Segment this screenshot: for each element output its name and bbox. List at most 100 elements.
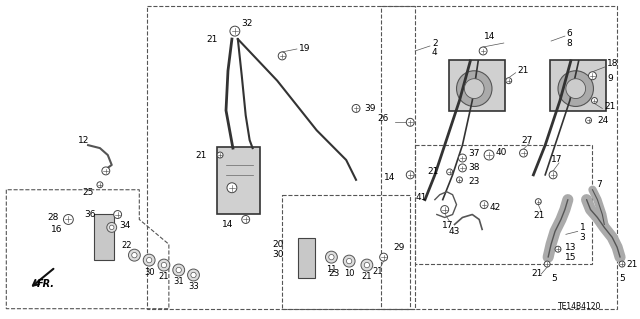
Circle shape bbox=[158, 259, 170, 271]
Circle shape bbox=[63, 214, 74, 225]
Text: 20: 20 bbox=[273, 240, 284, 249]
Text: 14: 14 bbox=[384, 173, 396, 182]
Text: 12: 12 bbox=[78, 136, 90, 145]
Text: 21: 21 bbox=[372, 266, 383, 276]
Circle shape bbox=[458, 164, 467, 172]
Circle shape bbox=[176, 267, 181, 273]
Text: 31: 31 bbox=[173, 278, 184, 286]
Text: 23: 23 bbox=[329, 270, 340, 278]
Circle shape bbox=[380, 253, 388, 261]
Text: 21: 21 bbox=[531, 270, 543, 278]
Circle shape bbox=[173, 264, 184, 276]
Text: 4: 4 bbox=[432, 48, 438, 57]
Text: 36: 36 bbox=[84, 210, 95, 219]
Circle shape bbox=[591, 98, 597, 103]
Text: 21: 21 bbox=[533, 211, 545, 220]
Circle shape bbox=[143, 254, 155, 266]
Text: 2: 2 bbox=[432, 39, 438, 48]
Circle shape bbox=[97, 182, 103, 188]
Circle shape bbox=[458, 154, 467, 162]
Text: 32: 32 bbox=[242, 19, 253, 28]
Text: 17: 17 bbox=[551, 155, 563, 165]
Circle shape bbox=[129, 249, 140, 261]
Text: 10: 10 bbox=[344, 269, 355, 278]
Text: 26: 26 bbox=[378, 114, 389, 123]
Circle shape bbox=[107, 222, 116, 232]
Text: 14: 14 bbox=[221, 220, 233, 229]
Text: TE14B4120: TE14B4120 bbox=[558, 302, 602, 311]
Text: 39: 39 bbox=[364, 104, 376, 113]
Bar bbox=[381, 6, 617, 309]
Circle shape bbox=[520, 149, 527, 157]
Text: 11: 11 bbox=[326, 264, 337, 273]
Circle shape bbox=[352, 105, 360, 112]
FancyBboxPatch shape bbox=[550, 60, 606, 111]
Text: 15: 15 bbox=[565, 253, 577, 262]
Text: 13: 13 bbox=[565, 243, 577, 252]
Circle shape bbox=[586, 117, 591, 123]
Text: 21: 21 bbox=[518, 66, 529, 75]
Text: 42: 42 bbox=[490, 203, 501, 212]
Text: 21: 21 bbox=[159, 272, 169, 281]
Circle shape bbox=[506, 78, 512, 84]
Circle shape bbox=[619, 261, 625, 267]
Text: 23: 23 bbox=[468, 177, 480, 186]
Text: 17: 17 bbox=[442, 221, 453, 230]
Circle shape bbox=[456, 177, 463, 183]
Text: 18: 18 bbox=[607, 59, 619, 68]
Circle shape bbox=[456, 71, 492, 107]
Text: 33: 33 bbox=[188, 282, 199, 291]
Text: 3: 3 bbox=[580, 233, 586, 242]
Text: 5: 5 bbox=[551, 274, 557, 284]
Circle shape bbox=[549, 171, 557, 179]
Circle shape bbox=[329, 255, 334, 260]
Circle shape bbox=[102, 167, 109, 175]
Circle shape bbox=[535, 199, 541, 204]
Circle shape bbox=[188, 269, 200, 281]
Circle shape bbox=[343, 255, 355, 267]
Circle shape bbox=[484, 150, 494, 160]
Text: 27: 27 bbox=[522, 136, 533, 145]
Text: 25: 25 bbox=[82, 188, 93, 197]
Circle shape bbox=[326, 251, 337, 263]
FancyBboxPatch shape bbox=[94, 213, 114, 260]
Bar bbox=[415, 145, 593, 264]
Circle shape bbox=[132, 252, 137, 258]
Text: 29: 29 bbox=[394, 243, 405, 252]
Circle shape bbox=[364, 263, 369, 268]
Text: 37: 37 bbox=[468, 149, 480, 158]
Text: 34: 34 bbox=[120, 221, 131, 230]
Circle shape bbox=[555, 246, 561, 252]
Circle shape bbox=[566, 79, 586, 99]
Text: 24: 24 bbox=[597, 116, 609, 125]
Text: 14: 14 bbox=[484, 32, 495, 41]
FancyBboxPatch shape bbox=[217, 147, 260, 213]
Circle shape bbox=[242, 216, 250, 223]
Text: 16: 16 bbox=[51, 225, 63, 234]
Text: 40: 40 bbox=[496, 148, 508, 157]
Circle shape bbox=[147, 257, 152, 263]
Circle shape bbox=[217, 152, 223, 158]
Text: 30: 30 bbox=[273, 250, 284, 259]
Text: 9: 9 bbox=[607, 74, 613, 83]
Circle shape bbox=[447, 169, 452, 175]
Text: 19: 19 bbox=[299, 44, 310, 54]
Circle shape bbox=[406, 118, 414, 126]
Circle shape bbox=[230, 26, 240, 36]
Bar bbox=[282, 195, 410, 309]
Circle shape bbox=[227, 183, 237, 193]
Text: 43: 43 bbox=[449, 227, 460, 236]
Circle shape bbox=[161, 263, 166, 268]
Text: 7: 7 bbox=[596, 180, 602, 189]
Circle shape bbox=[191, 272, 196, 278]
Circle shape bbox=[589, 72, 596, 80]
Text: 21: 21 bbox=[207, 34, 218, 44]
Circle shape bbox=[406, 171, 414, 179]
Circle shape bbox=[346, 258, 352, 264]
Circle shape bbox=[479, 47, 487, 55]
Text: 28: 28 bbox=[47, 213, 58, 222]
Text: 8: 8 bbox=[567, 39, 573, 48]
Circle shape bbox=[558, 71, 593, 107]
Bar bbox=[147, 6, 415, 309]
Circle shape bbox=[480, 201, 488, 209]
